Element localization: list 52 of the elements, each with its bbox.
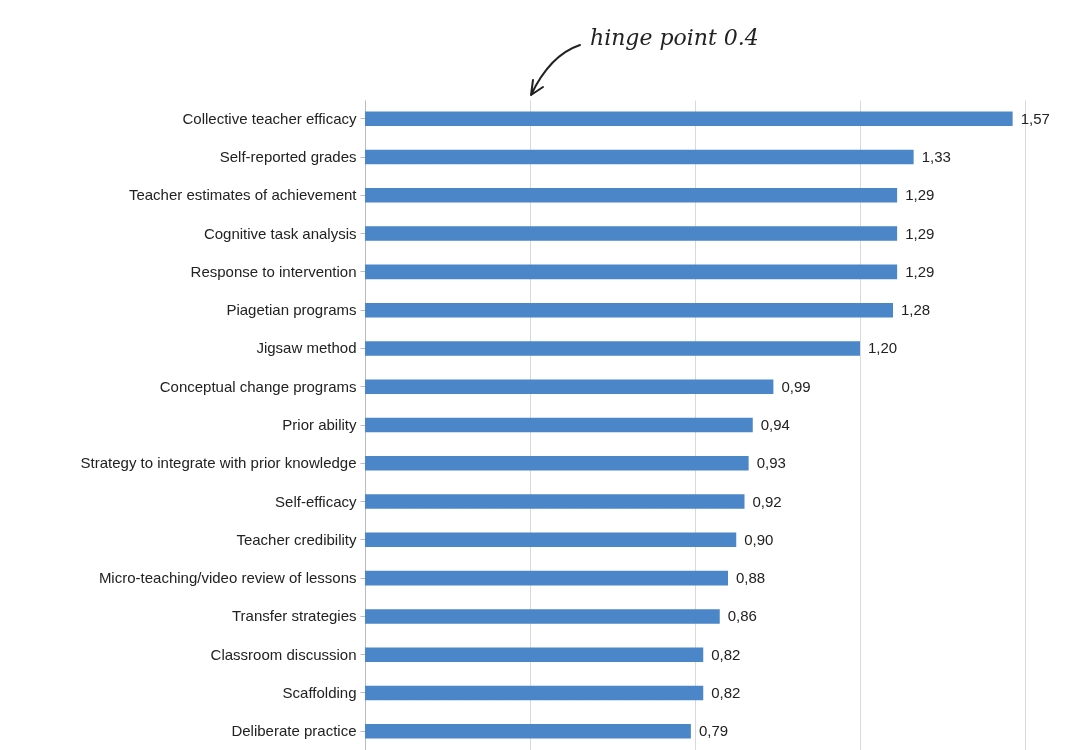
bar xyxy=(365,417,753,433)
y-tick-label: Prior ability xyxy=(282,416,357,433)
text: hinge point 0.4 xyxy=(590,25,759,50)
y-tick-label: Response to intervention xyxy=(190,262,357,280)
bar xyxy=(365,149,914,165)
data-label: 1,33 xyxy=(921,148,951,166)
bar xyxy=(365,647,704,662)
bar xyxy=(365,570,728,586)
bar xyxy=(365,264,898,280)
bar xyxy=(365,685,704,701)
y-tick-label: Teacher estimates of achievement xyxy=(128,186,358,204)
data-label: 1,29 xyxy=(905,186,935,204)
data-label: 0,79 xyxy=(698,722,729,740)
y-tick-label: Classroom discussion xyxy=(210,645,357,663)
bar xyxy=(365,302,893,318)
bar xyxy=(365,456,749,471)
data-label: 1,29 xyxy=(905,262,935,280)
data-label: 0,82 xyxy=(711,683,741,701)
bar xyxy=(365,111,1013,127)
data-label: 0,99 xyxy=(781,377,811,395)
data-label: 1,20 xyxy=(868,339,898,357)
y-tick-label: Scaffolding xyxy=(282,683,357,701)
y-tick-label: Teacher credibility xyxy=(236,530,357,548)
y-tick-label: Micro-teaching/video review of lessons xyxy=(98,569,357,587)
y-tick-label: Cognitive task analysis xyxy=(203,224,357,242)
data-label: 1,28 xyxy=(901,301,931,319)
data-label: 0,90 xyxy=(744,530,774,548)
y-tick-label: Jigsaw method xyxy=(256,339,357,357)
data-label: 0,88 xyxy=(736,569,766,587)
y-tick-label: Self-reported grades xyxy=(219,148,357,166)
data-label: 1,29 xyxy=(905,224,935,242)
bar xyxy=(365,609,720,624)
bar xyxy=(365,494,745,509)
data-label: 1,57 xyxy=(1020,109,1050,127)
data-label: 0,92 xyxy=(752,492,782,510)
y-tick-label: Collective teacher efficacy xyxy=(182,109,357,127)
y-tick-label: Strategy to integrate with prior knowledge xyxy=(80,454,357,472)
y-tick-label: Conceptual change programs xyxy=(159,377,357,395)
y-tick-label: Transfer strategies xyxy=(232,607,357,625)
bar xyxy=(365,226,898,241)
bar xyxy=(365,532,737,548)
bar xyxy=(365,188,898,203)
data-label: 0,82 xyxy=(711,645,741,663)
data-label: 0,94 xyxy=(760,416,790,433)
data-label: 0,86 xyxy=(727,607,757,625)
bar xyxy=(365,723,691,739)
bar xyxy=(365,341,860,356)
data-label: 0,93 xyxy=(756,454,786,472)
y-tick-label: Piagetian programs xyxy=(226,301,357,319)
y-tick-label: Self-efficacy xyxy=(275,492,357,510)
y-tick-label: Deliberate practice xyxy=(231,722,357,740)
bar xyxy=(365,379,774,394)
